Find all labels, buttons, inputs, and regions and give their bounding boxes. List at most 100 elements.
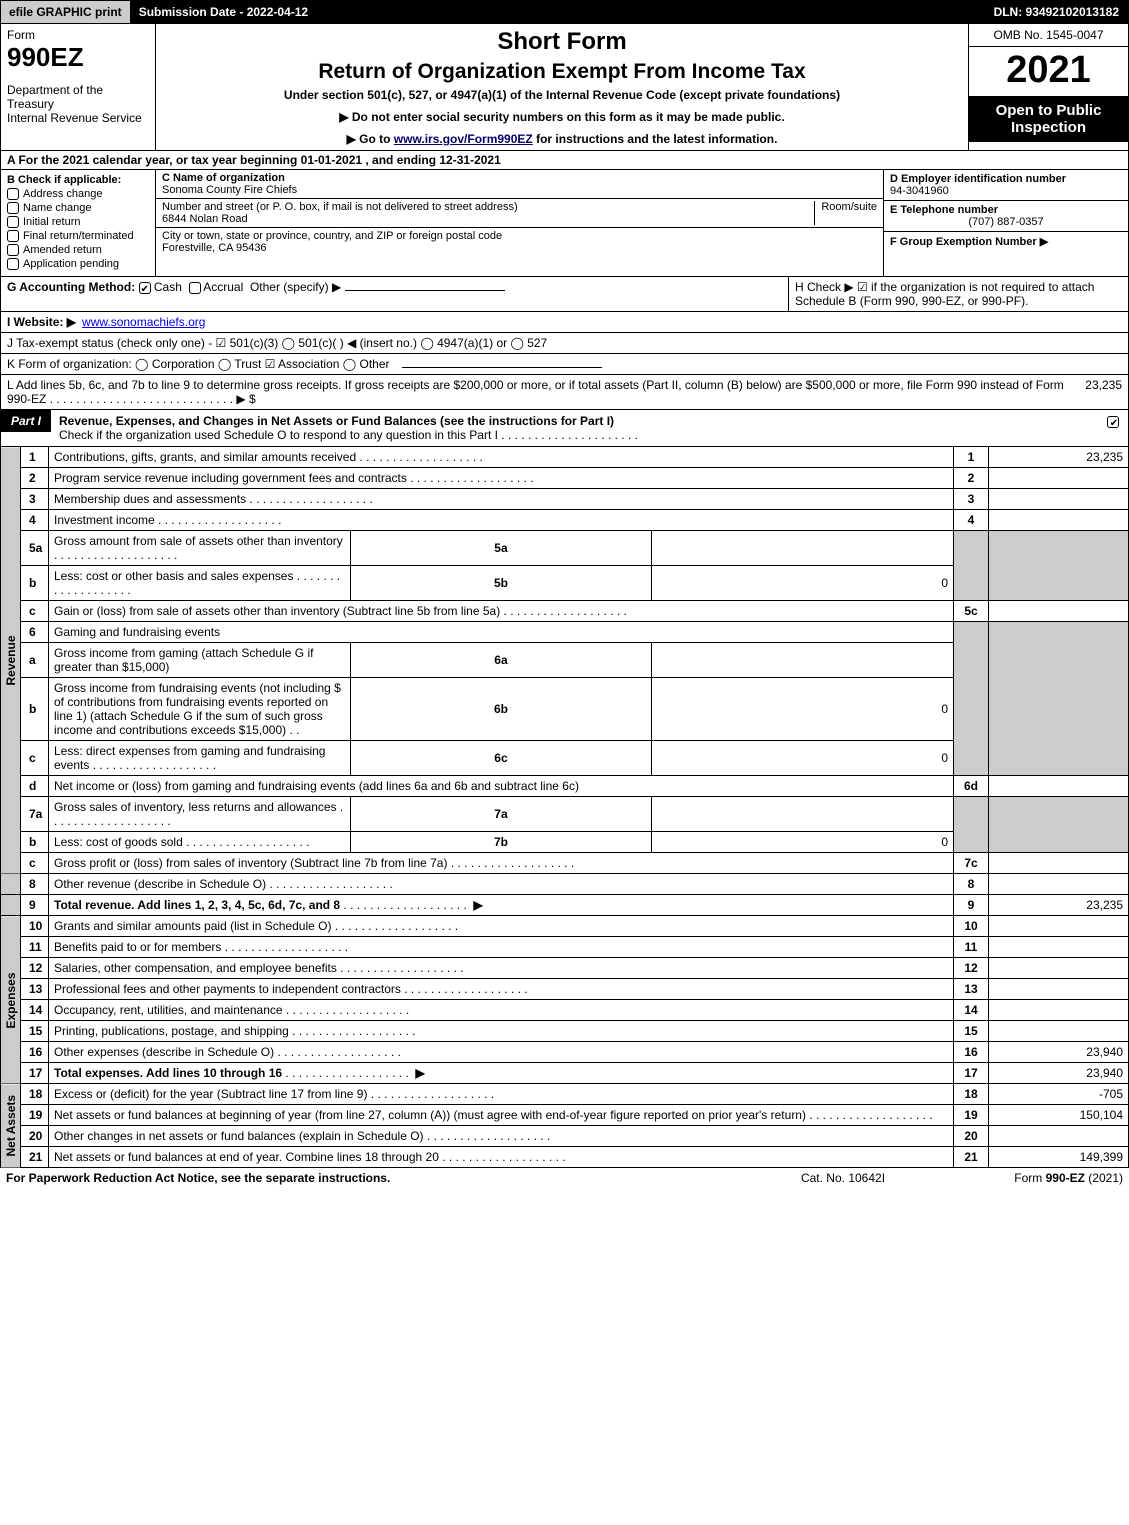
ln-19-val: 150,104 (989, 1105, 1129, 1126)
chk-final-return[interactable] (7, 230, 19, 242)
ln-6a-text: Gross income from gaming (attach Schedul… (54, 646, 313, 674)
ln-21-num: 21 (21, 1147, 49, 1168)
ln-7b-inval: 0 (652, 832, 954, 853)
ln-20-val (989, 1126, 1129, 1147)
ln-16-num: 16 (21, 1042, 49, 1063)
form-header: Form 990EZ Department of the Treasury In… (0, 24, 1129, 151)
ln-12-val (989, 958, 1129, 979)
ln-11-num: 11 (21, 937, 49, 958)
ln-3-rnum: 3 (954, 489, 989, 510)
form-subtitle: Under section 501(c), 527, or 4947(a)(1)… (162, 88, 962, 102)
ln-3-text: Membership dues and assessments (54, 492, 246, 506)
ln-6b-inval: 0 (652, 678, 954, 741)
ln-2-val (989, 468, 1129, 489)
c-name-label: C Name of organization (162, 172, 297, 184)
ln-5b-text: Less: cost or other basis and sales expe… (54, 569, 293, 583)
sidebar-net: Net Assets (1, 1084, 21, 1168)
ln-7a-innum: 7a (350, 797, 652, 832)
ln-5a-text: Gross amount from sale of assets other t… (54, 534, 343, 548)
ln-6a-num: a (21, 643, 49, 678)
b-opt-3: Final return/terminated (23, 230, 134, 242)
ln-10-val (989, 916, 1129, 937)
row-gh: G Accounting Method: Cash Accrual Other … (0, 277, 1129, 312)
part1-header: Part I Revenue, Expenses, and Changes in… (0, 410, 1129, 447)
ln-7c-num: c (21, 853, 49, 874)
ln-4-num: 4 (21, 510, 49, 531)
ln-7b-text: Less: cost of goods sold (54, 835, 183, 849)
ln-6d-val (989, 776, 1129, 797)
e-label: E Telephone number (890, 204, 1122, 216)
ln-19-rnum: 19 (954, 1105, 989, 1126)
chk-initial-return[interactable] (7, 216, 19, 228)
h-line: H Check ▶ ☑ if the organization is not r… (788, 277, 1128, 311)
chk-address-change[interactable] (7, 188, 19, 200)
chk-amended-return[interactable] (7, 244, 19, 256)
ln-7b-num: b (21, 832, 49, 853)
ln-7a-text: Gross sales of inventory, less returns a… (54, 800, 337, 814)
side-blank-9 (1, 895, 21, 916)
ln-5a-innum: 5a (350, 531, 652, 566)
l-text: L Add lines 5b, 6c, and 7b to line 9 to … (7, 378, 1079, 406)
ln-6d-rnum: 6d (954, 776, 989, 797)
irs-link[interactable]: www.irs.gov/Form990EZ (394, 132, 533, 146)
website-link[interactable]: www.sonomachiefs.org (82, 315, 205, 329)
ln-6a-innum: 6a (350, 643, 652, 678)
ln-7a-inval (652, 797, 954, 832)
ln-19-num: 19 (21, 1105, 49, 1126)
part1-sub: Check if the organization used Schedule … (59, 428, 638, 442)
chk-cash[interactable] (139, 282, 151, 294)
org-street: 6844 Nolan Road (162, 213, 814, 225)
ln-17-rnum: 17 (954, 1063, 989, 1084)
ln-1-num: 1 (21, 447, 49, 468)
chk-name-change[interactable] (7, 202, 19, 214)
part1-title-wrap: Revenue, Expenses, and Changes in Net As… (51, 410, 1098, 446)
ln-5c-text: Gain or (loss) from sale of assets other… (54, 604, 500, 618)
ln-7c-text: Gross profit or (loss) from sales of inv… (54, 856, 447, 870)
ln-20-text: Other changes in net assets or fund bala… (54, 1129, 424, 1143)
netassets-table: Net Assets 18 Excess or (deficit) for th… (0, 1084, 1129, 1168)
gray-5v (989, 531, 1129, 601)
ln-19-text: Net assets or fund balances at beginning… (54, 1108, 806, 1122)
efile-label: efile GRAPHIC print (1, 1, 131, 23)
submission-date: Submission Date - 2022-04-12 (131, 1, 317, 23)
ln-16-val: 23,940 (989, 1042, 1129, 1063)
goto-suffix: for instructions and the latest informat… (533, 132, 778, 146)
ln-21-val: 149,399 (989, 1147, 1129, 1168)
line-a: A For the 2021 calendar year, or tax yea… (0, 151, 1129, 170)
tax-year: 2021 (969, 47, 1128, 96)
ln-5b-inval: 0 (652, 566, 954, 601)
open-to-public: Open to Public Inspection (969, 96, 1128, 142)
g-accrual: Accrual (203, 280, 243, 294)
chk-accrual[interactable] (189, 282, 201, 294)
ln-6d-num: d (21, 776, 49, 797)
ln-1-text: Contributions, gifts, grants, and simila… (54, 450, 356, 464)
ln-9-val: 23,235 (989, 895, 1129, 916)
footer-left: For Paperwork Reduction Act Notice, see … (6, 1171, 743, 1185)
b-opt-5: Application pending (23, 258, 119, 270)
g-other: Other (specify) ▶ (250, 280, 341, 294)
col-def: D Employer identification number 94-3041… (883, 170, 1128, 276)
ln-18-text: Excess or (deficit) for the year (Subtra… (54, 1087, 367, 1101)
ln-2-text: Program service revenue including govern… (54, 471, 407, 485)
header-right: OMB No. 1545-0047 2021 Open to Public In… (968, 24, 1128, 150)
chk-schedule-o[interactable] (1107, 416, 1119, 428)
b-opt-4: Amended return (23, 244, 102, 256)
ln-6c-inval: 0 (652, 741, 954, 776)
side-blank-8 (1, 874, 21, 895)
ln-15-text: Printing, publications, postage, and shi… (54, 1024, 289, 1038)
ln-17-num: 17 (21, 1063, 49, 1084)
row-i: I Website: ▶ www.sonomachiefs.org (0, 312, 1129, 333)
ln-10-num: 10 (21, 916, 49, 937)
ln-15-num: 15 (21, 1021, 49, 1042)
sidebar-revenue: Revenue (1, 447, 21, 874)
ein: 94-3041960 (890, 185, 1122, 197)
col-c: C Name of organization Sonoma County Fir… (156, 170, 883, 276)
ln-14-rnum: 14 (954, 1000, 989, 1021)
ln-6c-innum: 6c (350, 741, 652, 776)
ln-5b-innum: 5b (350, 566, 652, 601)
header-center: Short Form Return of Organization Exempt… (156, 24, 968, 150)
chk-application-pending[interactable] (7, 258, 19, 270)
row-k: K Form of organization: ◯ Corporation ◯ … (0, 354, 1129, 375)
g-cash: Cash (154, 280, 182, 294)
row-l: L Add lines 5b, 6c, and 7b to line 9 to … (0, 375, 1129, 410)
